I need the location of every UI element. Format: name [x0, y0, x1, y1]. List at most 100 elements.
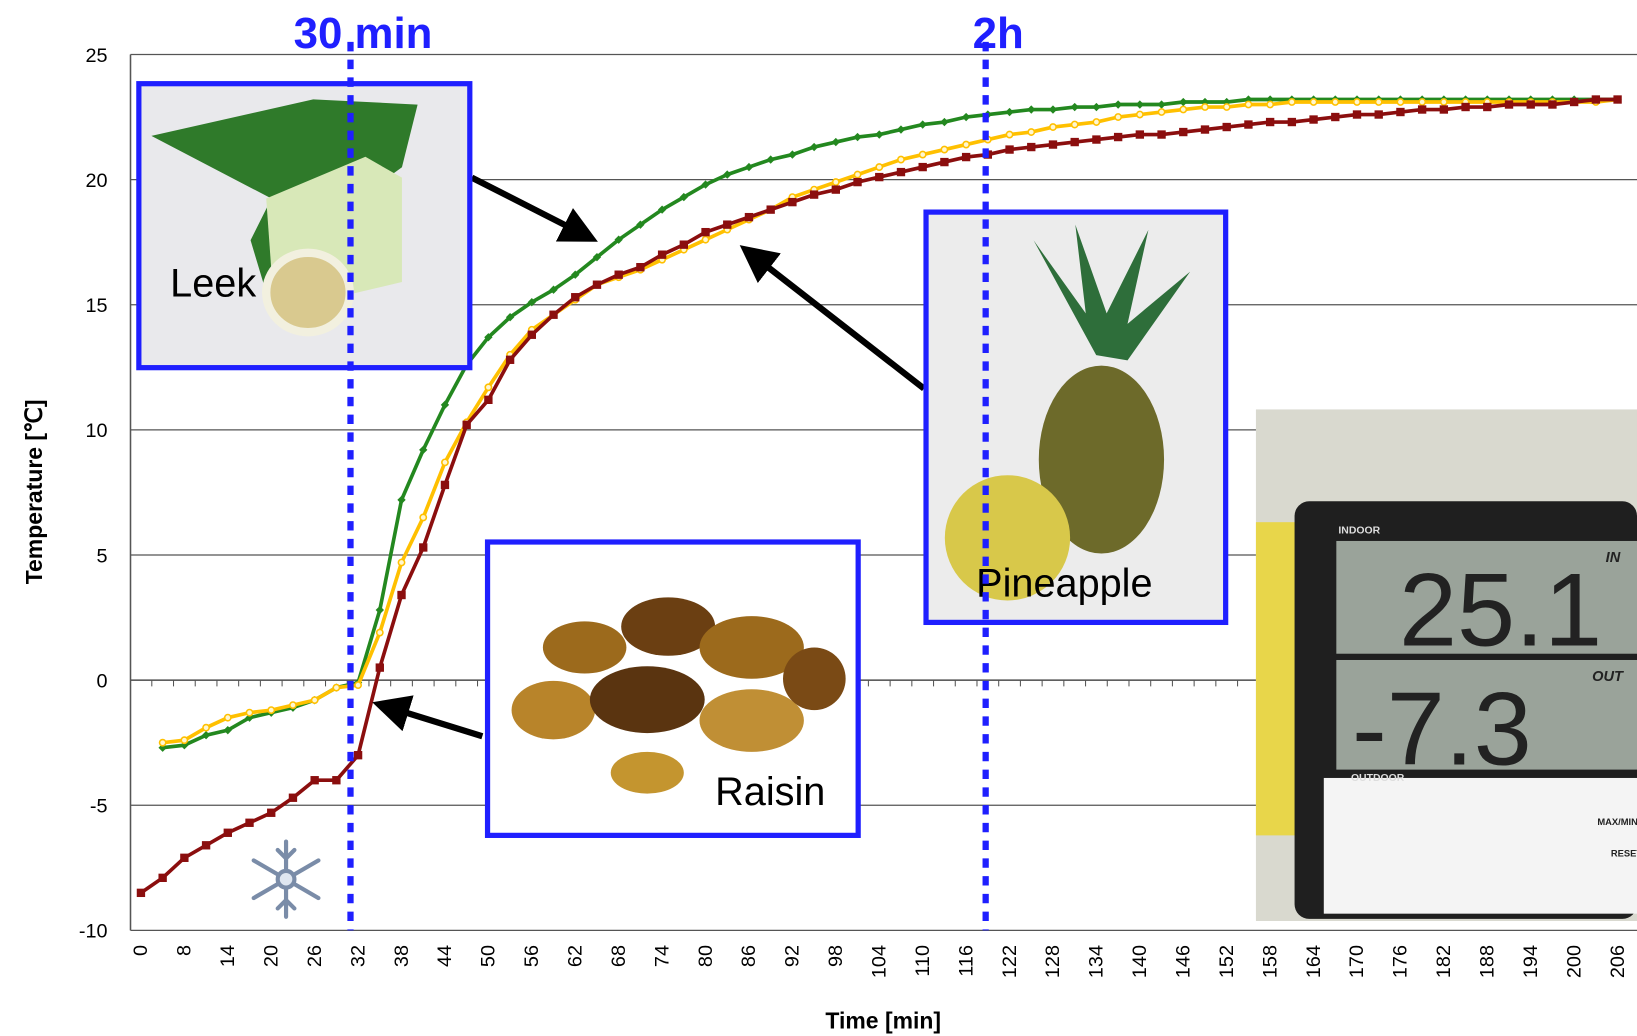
point	[614, 270, 623, 279]
point	[505, 355, 515, 364]
point	[940, 157, 949, 167]
point	[1027, 142, 1036, 152]
x-tick-label: 170	[1346, 945, 1368, 978]
point	[831, 137, 841, 147]
point	[853, 132, 862, 142]
point	[1287, 98, 1296, 106]
point	[1113, 132, 1123, 142]
point	[1396, 107, 1405, 117]
point	[1331, 98, 1340, 106]
photo-text: -7.3	[1352, 670, 1532, 787]
point	[1504, 100, 1514, 109]
point	[1439, 98, 1448, 106]
x-tick-label: 176	[1390, 945, 1412, 978]
point	[1157, 100, 1166, 109]
raisin-photo: Raisin	[484, 539, 861, 838]
point	[1200, 125, 1210, 134]
point	[1005, 130, 1014, 139]
x-tick-label: 44	[434, 945, 456, 967]
point	[875, 163, 884, 171]
photo-text: RESET	[1611, 847, 1637, 858]
point	[1331, 112, 1340, 122]
reference-label: 30 min	[294, 9, 433, 58]
point	[918, 162, 927, 172]
point	[1222, 103, 1231, 111]
point	[1048, 105, 1058, 114]
point	[831, 178, 840, 187]
x-tick-label: 50	[478, 945, 500, 967]
x-tick-label: 158	[1259, 945, 1281, 978]
point	[1461, 102, 1470, 112]
point	[505, 313, 515, 322]
point	[1070, 120, 1079, 129]
point	[136, 888, 146, 898]
point	[1135, 130, 1145, 139]
annotations: 30 min 2h Time [min] Temperature [℃]	[21, 9, 1024, 1033]
point	[1374, 110, 1383, 119]
x-tick-label: 20	[260, 945, 282, 967]
point	[484, 395, 493, 405]
point	[267, 808, 276, 817]
photo-text: OUT	[1592, 669, 1624, 685]
point	[875, 172, 884, 182]
y-tick-label: 5	[97, 545, 108, 567]
point	[223, 725, 232, 735]
x-tick-label: 182	[1433, 945, 1455, 978]
point	[419, 445, 428, 455]
point	[679, 192, 688, 202]
x-tick-label: 86	[738, 945, 760, 967]
point	[766, 155, 775, 164]
photo-text: MAX/MIN	[1597, 816, 1637, 827]
x-tick-label: 152	[1216, 945, 1238, 978]
point	[1483, 102, 1492, 112]
photo-text: INDOOR	[1338, 526, 1380, 537]
point	[1135, 110, 1144, 119]
point	[375, 605, 384, 615]
point	[1179, 127, 1188, 137]
point	[897, 155, 905, 164]
point	[245, 818, 254, 827]
reference-label: 2h	[973, 9, 1024, 58]
point	[1526, 100, 1535, 109]
x-tick-label: 110	[912, 945, 934, 977]
point	[1309, 98, 1318, 106]
point	[1613, 95, 1622, 104]
point	[896, 125, 906, 134]
arrow	[739, 245, 926, 392]
point	[1374, 98, 1383, 106]
point	[679, 240, 688, 249]
point	[527, 298, 536, 307]
x-tick-label: 128	[1042, 945, 1064, 978]
y-tick-label: 25	[85, 45, 107, 67]
point	[201, 731, 211, 740]
point	[1201, 103, 1209, 111]
point	[484, 333, 493, 342]
point	[961, 152, 971, 162]
point	[723, 170, 732, 179]
photo-label: Pineapple	[976, 561, 1152, 605]
point	[158, 738, 167, 747]
pineapple-photo: Pineapple	[923, 209, 1229, 626]
point	[1070, 102, 1079, 112]
point	[918, 120, 927, 129]
point	[853, 177, 862, 187]
point	[1135, 100, 1145, 109]
point	[1092, 102, 1101, 112]
point	[1439, 105, 1449, 114]
x-tick-label: 188	[1477, 945, 1499, 978]
point	[788, 150, 797, 159]
point	[940, 117, 949, 127]
point	[571, 270, 580, 279]
arrow	[470, 174, 598, 242]
point	[1005, 145, 1014, 154]
point	[744, 212, 754, 222]
point	[766, 205, 775, 214]
point	[462, 420, 471, 430]
point	[1070, 137, 1079, 147]
point	[1287, 117, 1297, 127]
point	[397, 558, 406, 567]
point	[484, 383, 493, 392]
point	[397, 495, 406, 505]
